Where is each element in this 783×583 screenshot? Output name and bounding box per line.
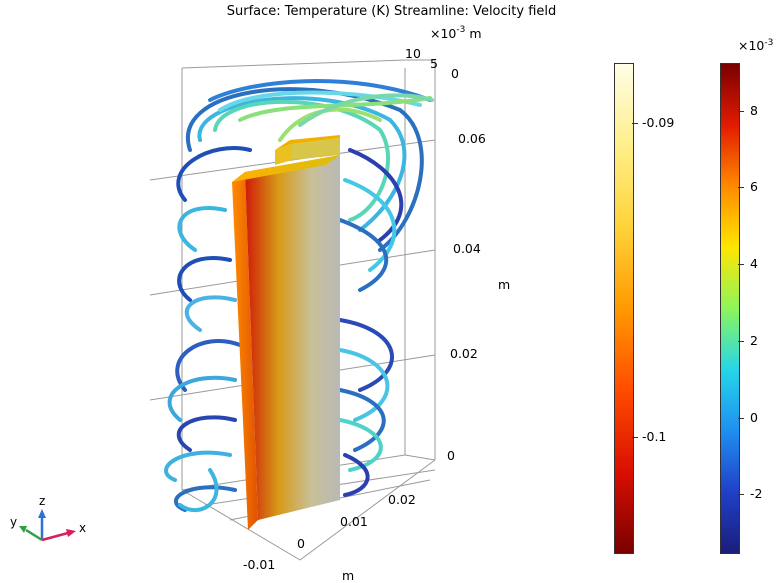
plot-3d-view[interactable]: ×10-3 m 10 5 0 0.06 0.04 0.02 0 m 0.02 0.… — [0, 0, 600, 583]
z-tick-0.06: 0.06 — [458, 131, 486, 146]
velocity-tick-label: 0 — [750, 410, 758, 425]
velocity-tick-mark — [738, 341, 744, 342]
x-tick--0.01: -0.01 — [243, 557, 275, 572]
top-y-tick-10: 10 — [405, 46, 421, 61]
x-tick-0: 0 — [297, 536, 305, 551]
z-tick-0.04: 0.04 — [453, 241, 481, 256]
velocity-tick-label: 6 — [750, 179, 758, 194]
velocity-tick-label: -2 — [750, 486, 763, 501]
x-tick-0.02: 0.02 — [388, 492, 416, 507]
x-tick-0.01: 0.01 — [340, 514, 368, 529]
velocity-tick-label: 8 — [750, 103, 758, 118]
velocity-colorbar-exponent: ×10-3 — [738, 38, 774, 53]
velocity-tick-mark — [738, 494, 744, 495]
triad-y-label: y — [10, 515, 17, 529]
streamlines — [164, 79, 432, 512]
velocity-tick-mark — [738, 264, 744, 265]
z-exponent-label: ×10-3 m — [430, 25, 482, 41]
top-y-tick-0: 0 — [451, 66, 459, 81]
velocity-tick-mark — [738, 111, 744, 112]
velocity-colorbar — [720, 63, 740, 554]
velocity-tick-mark — [738, 418, 744, 419]
z-tick-0: 0 — [447, 448, 455, 463]
heat-sink-geometry — [232, 135, 340, 530]
x-axis-unit: m — [342, 568, 354, 583]
temperature-tick-mark — [632, 123, 638, 124]
triad-z-label: z — [39, 494, 45, 508]
plot-title: Surface: Temperature (K) Streamline: Vel… — [226, 4, 557, 19]
temperature-tick-label: -0.09 — [642, 115, 675, 130]
orientation-triad: z x y — [10, 494, 86, 542]
velocity-tick-label: 2 — [750, 333, 758, 348]
triad-x-label: x — [79, 521, 86, 535]
top-y-tick-5: 5 — [430, 56, 438, 71]
z-tick-0.02: 0.02 — [450, 346, 478, 361]
temperature-colorbar — [614, 63, 634, 554]
z-axis-unit: m — [498, 277, 510, 292]
velocity-tick-mark — [738, 187, 744, 188]
temperature-tick-label: -0.1 — [642, 429, 667, 444]
temperature-tick-mark — [632, 437, 638, 438]
velocity-tick-label: 4 — [750, 256, 758, 271]
